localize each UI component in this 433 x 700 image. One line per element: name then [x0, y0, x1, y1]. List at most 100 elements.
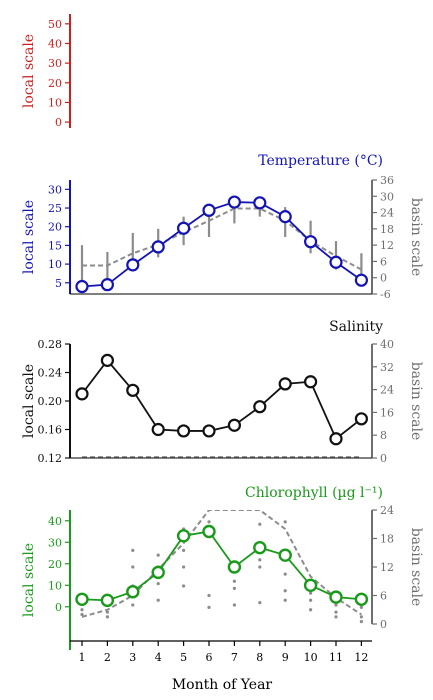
x-tick-label: 5	[180, 651, 187, 664]
local-data-point	[202, 524, 216, 539]
right-tick-label: 24	[380, 384, 394, 397]
left-tick-label: 10	[48, 258, 62, 271]
x-axis-title: Month of Year	[172, 677, 273, 693]
left-tick-label: 15	[48, 239, 62, 252]
x-tick-label: 6	[206, 651, 213, 664]
right-tick-label: 6	[380, 255, 387, 268]
right-tick-label: 32	[380, 361, 394, 374]
local-data-point	[278, 377, 292, 391]
local-data-point	[329, 590, 343, 604]
left-axis-title: local scale	[21, 364, 37, 438]
right-axis-title: basin scale	[408, 198, 424, 277]
basin-sample-point	[283, 572, 287, 576]
basin-mean-line	[82, 207, 362, 271]
left-tick-label: 0	[55, 116, 62, 129]
right-tick-label: 0	[380, 272, 387, 285]
right-tick-label: 18	[380, 533, 394, 546]
basin-sample-point	[309, 608, 313, 612]
local-data-point	[253, 400, 267, 414]
right-tick-label: 12	[380, 239, 394, 252]
x-tick-label: 12	[354, 651, 368, 664]
left-tick-label: 20	[48, 221, 62, 234]
local-data-point	[253, 196, 267, 210]
basin-sample-point	[359, 605, 363, 609]
basin-sample-point	[232, 579, 236, 583]
x-tick-label: 11	[329, 651, 343, 664]
local-data-point	[227, 560, 242, 574]
left-axis-title: local scale	[21, 200, 37, 274]
local-data-point	[304, 235, 318, 249]
left-tick-label: 30	[48, 57, 62, 70]
basin-mean-line	[81, 510, 362, 618]
left-tick-label: 40	[48, 515, 62, 528]
basin-sample-point	[232, 603, 236, 607]
local-data-point	[303, 578, 318, 592]
left-tick-label: 20	[48, 558, 62, 571]
local-data-point	[75, 592, 89, 606]
local-data-point	[177, 221, 191, 235]
right-axis-title: basin scale	[408, 362, 424, 441]
basin-sample-point	[182, 548, 186, 552]
basin-sample-point	[131, 548, 135, 552]
right-tick-label: -6	[380, 288, 391, 301]
panel-chlorophyll: 0 10 20 30 40 local scale 0 6 12 18 24 basin scale C…	[21, 485, 424, 650]
left-tick-label: 10	[48, 96, 62, 109]
local-data-point	[329, 255, 343, 269]
right-tick-label: 40	[380, 338, 394, 351]
left-tick-label: 5	[55, 277, 62, 290]
local-data-point	[354, 592, 369, 606]
local-data-point	[100, 278, 115, 292]
left-tick-label: 30	[48, 536, 62, 549]
left-tick-label: 50	[48, 18, 62, 31]
basin-sample-point	[334, 610, 338, 614]
x-tick-label: 3	[129, 651, 136, 664]
local-data-point	[304, 375, 318, 389]
basin-sample-point	[283, 520, 287, 524]
basin-sample-point	[258, 558, 262, 562]
left-tick-label: 20	[48, 77, 62, 90]
basin-sample-point	[258, 601, 262, 605]
local-data-point	[253, 540, 267, 555]
basin-sample-point	[334, 615, 338, 619]
basin-sample-point	[334, 603, 338, 607]
basin-sample-point	[207, 605, 211, 609]
local-data-point	[278, 210, 292, 224]
basin-sample-point	[309, 598, 313, 602]
local-data-point	[329, 432, 343, 446]
x-tick-label: 9	[282, 651, 289, 664]
basin-sample-point	[182, 584, 186, 588]
right-tick-label: 24	[380, 207, 394, 220]
local-data-point	[354, 273, 368, 287]
x-tick-label: 10	[304, 651, 318, 664]
panel-temperature: 5 10 15 20 25 30 local scale -6 0 6 12 18 24 30 36 basi…	[21, 153, 424, 301]
local-data-point	[126, 383, 140, 397]
left-tick-label: 0.12	[38, 452, 63, 465]
left-tick-label: 30	[48, 183, 62, 196]
x-tick-label: 8	[256, 651, 263, 664]
left-tick-label: 0.16	[38, 424, 63, 437]
local-data-point	[151, 240, 165, 254]
panel-title: Salinity	[329, 319, 383, 335]
basin-sample-point	[105, 615, 109, 619]
basin-sample-point	[232, 586, 236, 590]
local-data-point	[177, 424, 191, 438]
left-axis-title: local scale	[21, 34, 37, 108]
panel-top: 0 10 20 30 40 50 local scale	[21, 14, 71, 129]
x-tick-label: 7	[231, 651, 238, 664]
right-tick-label: 0	[380, 618, 387, 631]
left-tick-label: 0	[55, 601, 62, 614]
local-data-point	[126, 585, 140, 599]
basin-sample-point	[156, 553, 160, 557]
left-tick-label: 0.28	[38, 338, 63, 351]
x-tick-label: 1	[79, 651, 86, 664]
local-series-line	[81, 201, 362, 288]
local-series-line	[81, 530, 362, 602]
basin-sample-point	[156, 598, 160, 602]
right-tick-label: 30	[380, 190, 394, 203]
right-tick-label: 18	[380, 223, 394, 236]
local-data-point	[354, 412, 368, 426]
basin-sample-point	[258, 522, 262, 526]
